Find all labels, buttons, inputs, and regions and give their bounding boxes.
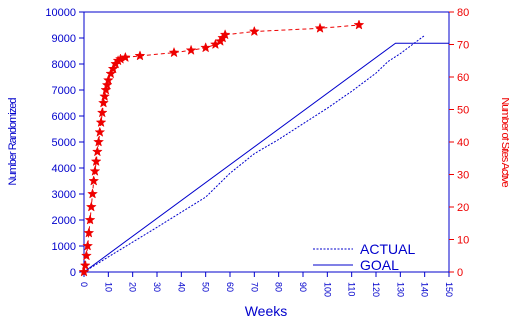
sites-active-point <box>107 63 119 74</box>
y-right-tick-label: 0 <box>457 267 463 279</box>
y-left-tick-label: 0 <box>70 267 76 279</box>
sites-active-point <box>89 165 101 176</box>
y-left-tick-label: 2000 <box>52 215 76 227</box>
sites-active-point <box>82 240 94 251</box>
sites-active-point <box>98 97 109 108</box>
legend-label-actual: ACTUAL <box>360 241 415 257</box>
legend-label-goal: GOAL <box>360 257 399 273</box>
series-goal-line <box>83 42 449 273</box>
sites-active-point <box>85 201 97 212</box>
y-right-tick-label: 20 <box>457 202 469 214</box>
sites-active-point <box>219 29 231 40</box>
sites-active-point <box>105 68 117 79</box>
y-left-tick-label: 5000 <box>52 137 76 149</box>
x-axis-label: Weeks <box>245 303 288 319</box>
y-left-tick-label: 4000 <box>52 163 76 175</box>
y-right-tick-label: 80 <box>457 7 469 19</box>
right-axis-group: 0 10 20 30 40 50 60 70 80 <box>449 7 469 279</box>
sites-active-point <box>200 42 212 53</box>
x-tick-label: 140 <box>420 282 430 297</box>
sites-active-point <box>79 259 91 271</box>
x-tick-label: 120 <box>371 282 381 297</box>
bottom-axis-group: 0 10 20 30 40 50 60 70 80 90 100 110 120 130 140 150 <box>79 272 454 297</box>
y-left-tick-label: 7000 <box>52 85 76 97</box>
x-tick-label: 100 <box>322 282 332 297</box>
y-right-tick-label: 50 <box>457 105 469 117</box>
y-left-tick-label: 6000 <box>52 111 76 123</box>
sites-active-point <box>99 90 111 102</box>
sites-active-point <box>88 175 100 186</box>
sites-active-point <box>314 22 326 33</box>
y-axis-label-right: Number of Sites Active <box>499 97 509 187</box>
x-tick-label: 10 <box>103 282 113 292</box>
series-actual-line <box>83 34 425 273</box>
sites-active-point <box>78 266 90 277</box>
sites-active-point <box>96 107 108 118</box>
sites-active-point <box>95 116 107 128</box>
y-left-tick-label: 1000 <box>52 241 76 253</box>
sites-active-point <box>185 44 197 55</box>
x-tick-label: 40 <box>176 282 186 292</box>
sites-active-point <box>134 50 146 61</box>
sites-active-point <box>81 250 92 261</box>
x-tick-label: 130 <box>395 282 405 297</box>
left-axis-group: 0 1000 2000 3000 4000 5000 6000 7000 8000 9000 100… <box>45 7 84 279</box>
sites-active-point <box>94 126 106 137</box>
sites-active-point <box>119 51 131 63</box>
sites-active-point <box>90 155 102 167</box>
sites-active-point <box>91 146 103 157</box>
x-tick-label: 60 <box>225 282 235 292</box>
y-right-tick-label: 10 <box>457 235 469 247</box>
sites-active-point <box>353 19 365 30</box>
x-tick-label: 80 <box>274 282 284 292</box>
y-left-tick-label: 3000 <box>52 189 76 201</box>
y-right-tick-label: 30 <box>457 170 469 182</box>
x-tick-label: 110 <box>347 282 357 296</box>
x-tick-label: 50 <box>201 282 211 292</box>
sites-active-point <box>84 214 96 225</box>
y-right-tick-label: 40 <box>457 137 469 149</box>
sites-active-point <box>168 46 180 58</box>
sites-active-point <box>248 25 260 37</box>
y-right-tick-label: 70 <box>457 40 469 52</box>
sites-active-point <box>87 188 98 199</box>
x-tick-label: 0 <box>79 282 89 287</box>
sites-active-point <box>93 136 105 147</box>
y-right-tick-label: 60 <box>457 72 469 84</box>
series-layer <box>78 19 449 277</box>
x-tick-label: 90 <box>298 282 308 292</box>
x-tick-label: 150 <box>444 282 454 297</box>
plot-frame <box>83 11 450 273</box>
series-sites-active-line <box>83 24 360 273</box>
y-left-tick-label: 8000 <box>52 59 76 71</box>
sites-active-point <box>83 227 95 238</box>
x-tick-label: 20 <box>128 282 138 292</box>
y-axis-label-left: Number Randomized <box>7 98 19 186</box>
x-tick-label: 30 <box>152 282 162 292</box>
y-left-tick-label: 9000 <box>52 33 76 45</box>
sites-active-point <box>102 74 114 85</box>
x-tick-label: 70 <box>249 282 259 292</box>
y-left-tick-label: 10000 <box>45 7 76 19</box>
